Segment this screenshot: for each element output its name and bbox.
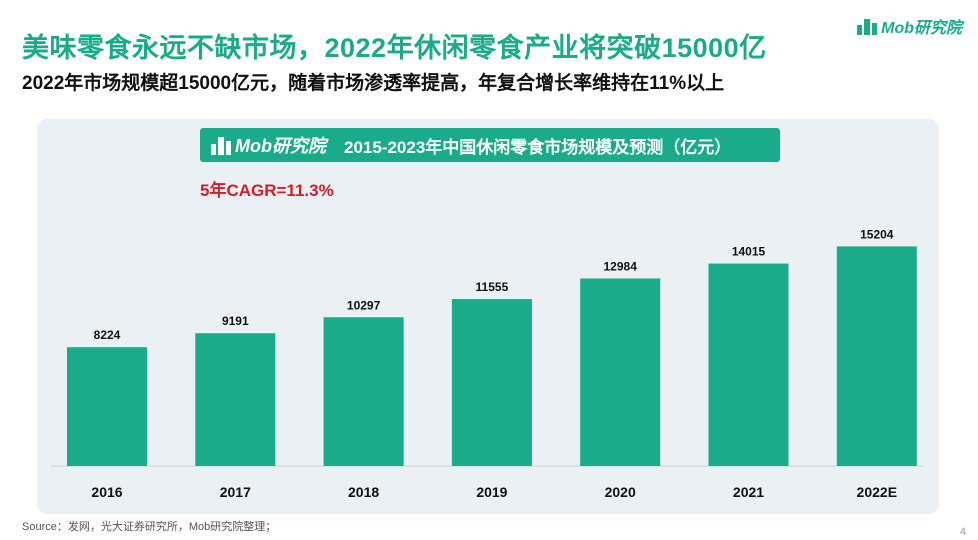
bar-2020: [580, 278, 661, 466]
chart-header: Mob研究院 2015-2023年中国休闲零食市场规模及预测（亿元）: [200, 128, 780, 162]
page-number: 4: [959, 526, 966, 538]
page-title: 美味零食永远不缺市场，2022年休闲零食产业将突破15000亿: [22, 33, 767, 63]
x-tick-label-2017: 2017: [220, 484, 251, 500]
data-label-2020: 12984: [604, 259, 638, 273]
data-label-2018: 10297: [347, 298, 381, 312]
data-label-2021: 14015: [732, 245, 766, 259]
chart-title: 2015-2023年中国休闲零食市场规模及预测（亿元）: [343, 137, 732, 157]
data-label-2022E: 15204: [860, 227, 894, 241]
bar-2022E: [836, 246, 917, 466]
bar-2016: [67, 347, 147, 466]
bar-2021: [708, 263, 789, 466]
bar-chart: 8224 2016 9191 2017 10297 2018 11555 2019 12984 2…: [51, 227, 923, 500]
logo-text: Mob研究院: [881, 20, 962, 37]
source-note: Source：发网，光大证券研究所，Mob研究院整理；: [22, 521, 277, 533]
cagr-annotation: 5年CAGR=11.3%: [200, 181, 334, 200]
x-tick-label-2016: 2016: [91, 484, 122, 500]
chart-header-brand-text: Mob研究院: [235, 136, 326, 156]
x-tick-label-2021: 2021: [733, 484, 764, 500]
data-label-2019: 11555: [476, 280, 509, 294]
logo-building-icon: [857, 19, 878, 35]
data-label-2016: 8224: [94, 328, 121, 342]
x-tick-label-2018: 2018: [348, 484, 379, 500]
logo-building-icon: [211, 137, 231, 155]
x-tick-label-2022E: 2022E: [857, 484, 897, 500]
bar-2019: [451, 299, 532, 466]
page-subtitle: 2022年市场规模超15000亿元，随着市场渗透率提高，年复合增长率维持在11%…: [22, 73, 725, 94]
x-tick-label-2019: 2019: [476, 484, 507, 500]
brand-logo: Mob研究院: [856, 14, 962, 38]
bar-2018: [323, 317, 404, 466]
chart-header-brand: Mob研究院: [210, 132, 326, 158]
data-label-2017: 9191: [222, 314, 249, 328]
x-tick-label-2020: 2020: [605, 484, 636, 500]
bar-2017: [195, 333, 276, 466]
